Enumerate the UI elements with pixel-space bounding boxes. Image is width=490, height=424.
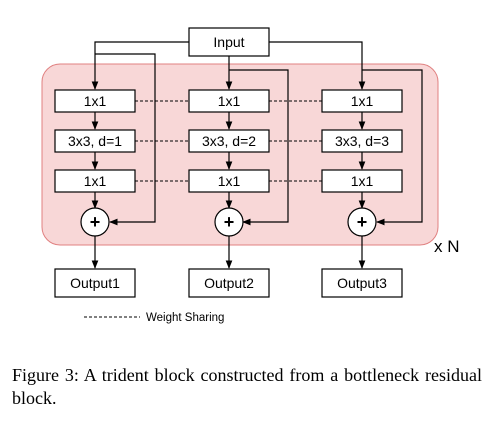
svg-text:1x1: 1x1 <box>218 93 241 109</box>
figure-caption: Figure 3: A trident block constructed fr… <box>12 364 482 410</box>
repeat-label: x N <box>434 237 460 256</box>
svg-text:3x3, d=3: 3x3, d=3 <box>335 133 389 149</box>
svg-text:+: + <box>357 212 368 232</box>
branch-2-output: Output2 <box>189 269 269 297</box>
branch-1-conv-a: 1x1 <box>55 90 135 112</box>
branch-2-add-node: + <box>215 208 243 236</box>
branch-2-conv-c: 1x1 <box>189 170 269 192</box>
legend-label: Weight Sharing <box>146 312 224 324</box>
branch-1-add-node: + <box>81 208 109 236</box>
svg-text:1x1: 1x1 <box>84 173 107 189</box>
branch-2-conv-b: 3x3, d=2 <box>189 130 269 152</box>
branch-2-conv-a: 1x1 <box>189 90 269 112</box>
branch-1-conv-c: 1x1 <box>55 170 135 192</box>
branch-3-conv-a: 1x1 <box>322 90 402 112</box>
svg-text:1x1: 1x1 <box>351 93 374 109</box>
svg-text:Output1: Output1 <box>70 275 120 291</box>
branch-1-conv-b: 3x3, d=1 <box>55 130 135 152</box>
svg-text:+: + <box>224 212 235 232</box>
svg-text:1x1: 1x1 <box>218 173 241 189</box>
branch-3-output: Output3 <box>322 269 402 297</box>
svg-text:1x1: 1x1 <box>84 93 107 109</box>
input-label: Input <box>213 34 244 50</box>
legend: Weight Sharing <box>84 312 224 324</box>
branch-3-conv-c: 1x1 <box>322 170 402 192</box>
branch-3-conv-b: 3x3, d=3 <box>322 130 402 152</box>
svg-text:3x3, d=2: 3x3, d=2 <box>202 133 256 149</box>
input-node: Input <box>189 28 269 56</box>
svg-text:3x3, d=1: 3x3, d=1 <box>68 133 122 149</box>
svg-text:+: + <box>90 212 101 232</box>
svg-text:Output3: Output3 <box>337 275 387 291</box>
svg-text:Output2: Output2 <box>204 275 254 291</box>
svg-text:1x1: 1x1 <box>351 173 374 189</box>
branch-3-add-node: + <box>348 208 376 236</box>
branch-1-output: Output1 <box>55 269 135 297</box>
